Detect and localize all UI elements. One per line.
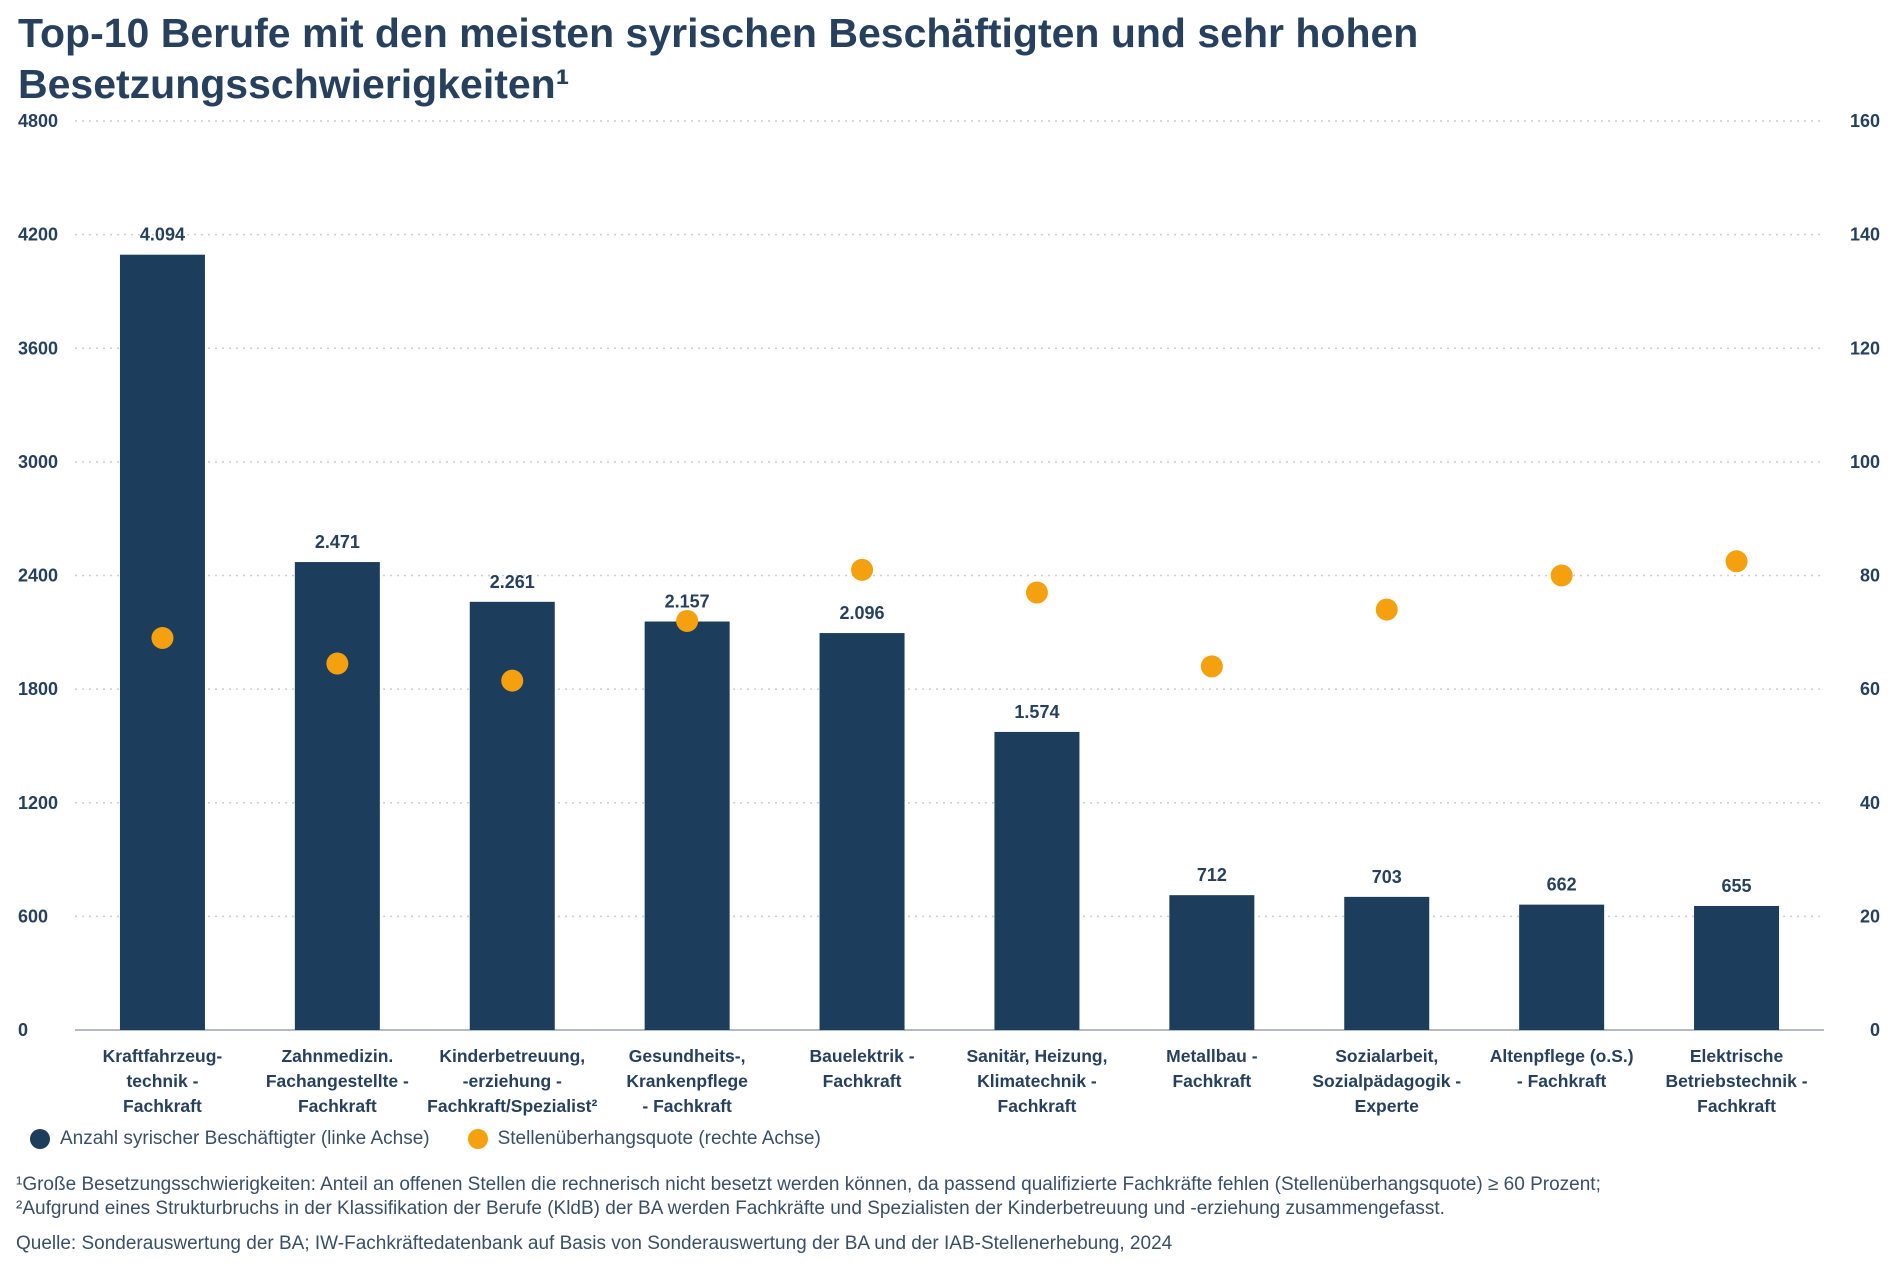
x-tick-label: Fachangestellte - xyxy=(266,1071,409,1091)
footnote-1: ¹Große Besetzungsschwierigkeiten: Anteil… xyxy=(16,1174,1601,1195)
legend-dot-icon xyxy=(467,1129,488,1149)
y-right-tick-label: 140 xyxy=(1850,225,1880,245)
x-tick-label: Sozialpädagogik - xyxy=(1312,1071,1461,1091)
x-tick-label: Sozialarbeit, xyxy=(1335,1046,1438,1066)
y-right-tick-label: 120 xyxy=(1850,338,1880,358)
x-tick-label: technik - xyxy=(126,1071,198,1091)
x-tick-label: Altenpflege (o.S.) xyxy=(1490,1046,1634,1066)
legend: Anzahl syrischer Beschäftigter (linke Ac… xyxy=(30,1128,821,1150)
scatter-point xyxy=(1375,598,1398,621)
bar-value-label: 1.574 xyxy=(1014,702,1059,722)
x-tick-label: Fachkraft xyxy=(823,1071,902,1091)
x-tick-label: Fachkraft xyxy=(998,1096,1077,1116)
chart-title: Top-10 Berufe mit den meisten syrischen … xyxy=(18,10,1419,107)
y-left-tick-label: 4800 xyxy=(18,111,58,131)
y-right-tick-label: 60 xyxy=(1860,679,1880,699)
bar xyxy=(1169,895,1255,1030)
bar xyxy=(294,562,380,1030)
x-tick-label: Fachkraft xyxy=(298,1096,377,1116)
scatter-point xyxy=(151,626,174,649)
bar-value-label: 2.157 xyxy=(665,592,710,612)
x-tick-label: Klimatechnik - xyxy=(977,1071,1097,1091)
x-tick-label: Kinderbetreuung, xyxy=(439,1046,585,1066)
x-tick-label: Fachkraft xyxy=(1172,1071,1251,1091)
y-right-tick-label: 0 xyxy=(1870,1020,1880,1040)
y-right-tick-label: 100 xyxy=(1850,452,1880,472)
x-tick-label: Krankenpflege xyxy=(626,1071,748,1091)
x-tick-label: Gesundheits-, xyxy=(629,1046,746,1066)
scatter-point xyxy=(676,609,699,632)
bar-value-label: 703 xyxy=(1372,867,1402,887)
legend-item-dots: Stellenüberhangsquote (rechte Achse) xyxy=(467,1128,821,1150)
y-left-tick-label: 1200 xyxy=(18,793,58,813)
bar-value-label: 4.094 xyxy=(140,225,185,245)
y-left-tick-label: 600 xyxy=(18,906,48,926)
y-left-tick-label: 3600 xyxy=(18,338,58,358)
x-tick-label: Fachkraft/Spezialist² xyxy=(427,1096,597,1116)
y-right-tick-label: 40 xyxy=(1860,793,1880,813)
scatter-point xyxy=(851,558,874,581)
x-tick-label: Sanitär, Heizung, xyxy=(966,1046,1107,1066)
x-tick-label: - Fachkraft xyxy=(642,1096,732,1116)
y-left-tick-label: 4200 xyxy=(18,225,58,245)
x-tick-label: -erziehung - xyxy=(463,1071,562,1091)
bar xyxy=(644,621,730,1030)
x-tick-label: Kraftfahrzeug- xyxy=(103,1046,223,1066)
x-tick-label: Elektrische xyxy=(1690,1046,1784,1066)
legend-item-bars: Anzahl syrischer Beschäftigter (linke Ac… xyxy=(30,1128,430,1150)
x-tick-label: Fachkraft xyxy=(123,1096,202,1116)
scatter-point xyxy=(1200,655,1223,678)
x-tick-label: Zahnmedizin. xyxy=(281,1046,393,1066)
bar xyxy=(1344,896,1430,1030)
bar-value-label: 2.261 xyxy=(490,572,535,592)
y-left-tick-label: 2400 xyxy=(18,566,58,586)
x-tick-label: - Fachkraft xyxy=(1517,1071,1607,1091)
y-right-tick-label: 80 xyxy=(1860,566,1880,586)
x-tick-label: Metallbau - xyxy=(1166,1046,1258,1066)
bar xyxy=(819,633,905,1030)
scatter-point xyxy=(1725,550,1748,573)
bar-value-label: 712 xyxy=(1197,865,1227,885)
scatter-point xyxy=(1025,581,1048,604)
legend-label: Stellenüberhangsquote (rechte Achse) xyxy=(497,1128,821,1149)
footnote-2: ²Aufgrund eines Strukturbruchs in der Kl… xyxy=(16,1198,1445,1219)
y-left-tick-label: 1800 xyxy=(18,679,58,699)
x-tick-label: Experte xyxy=(1355,1096,1419,1116)
legend-label: Anzahl syrischer Beschäftigter (linke Ac… xyxy=(60,1128,430,1149)
y-right-tick-label: 160 xyxy=(1850,111,1880,131)
y-right-tick-label: 20 xyxy=(1860,906,1880,926)
legend-dot-icon xyxy=(30,1129,50,1149)
bar-value-label: 2.096 xyxy=(840,603,885,623)
scatter-point xyxy=(326,652,349,675)
y-left-tick-label: 0 xyxy=(18,1020,28,1040)
bar xyxy=(1519,904,1605,1030)
bar xyxy=(994,731,1080,1030)
source: Quelle: Sonderauswertung der BA; IW-Fach… xyxy=(16,1233,1173,1254)
y-left-tick-label: 3000 xyxy=(18,452,58,472)
bar-value-label: 662 xyxy=(1547,875,1577,895)
x-tick-label: Bauelektrik - xyxy=(810,1046,915,1066)
bar xyxy=(469,601,555,1030)
bar xyxy=(1694,905,1780,1030)
bar-value-label: 2.471 xyxy=(315,532,360,552)
x-tick-label: Betriebstechnik - xyxy=(1666,1071,1808,1091)
scatter-point xyxy=(501,669,524,692)
scatter-point xyxy=(1550,564,1573,587)
x-tick-label: Fachkraft xyxy=(1697,1096,1776,1116)
bar-value-label: 655 xyxy=(1722,876,1752,896)
